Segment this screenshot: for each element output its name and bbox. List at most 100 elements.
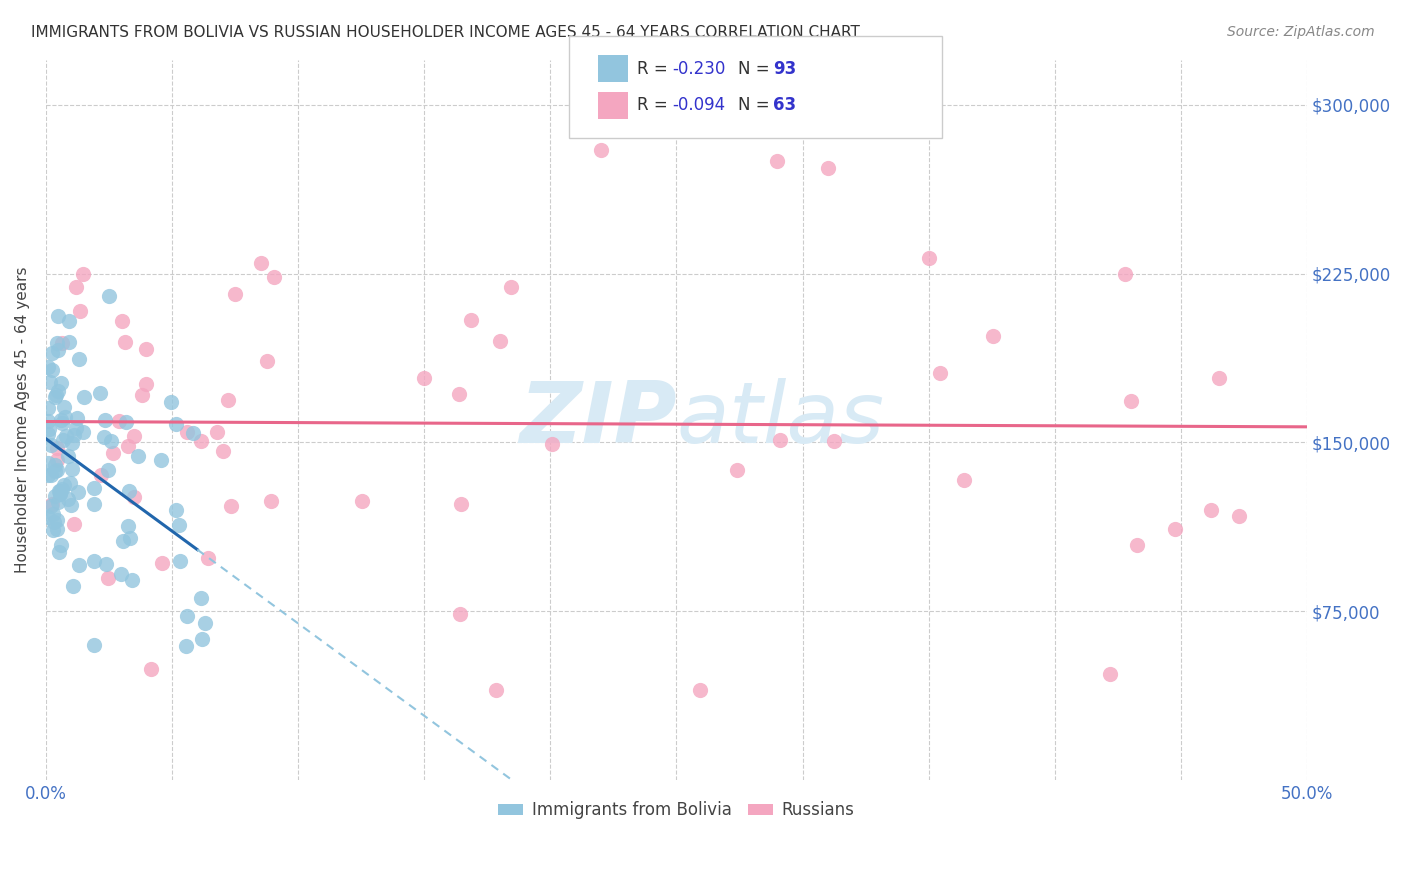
Point — [97, 463, 120, 477]
Point — [121, 574, 143, 588]
Point — [190, 434, 212, 448]
Point — [37, 468, 59, 483]
Point — [37, 510, 59, 524]
Point — [135, 342, 157, 356]
Point — [42, 524, 65, 538]
Text: R =: R = — [637, 60, 673, 78]
Point — [107, 414, 129, 428]
Point — [53, 400, 76, 414]
Point — [197, 551, 219, 566]
Text: R =: R = — [637, 96, 673, 114]
Point — [114, 334, 136, 349]
Point — [190, 632, 212, 647]
Point — [51, 482, 73, 496]
Point — [83, 497, 105, 511]
Point — [450, 497, 472, 511]
Point — [413, 371, 436, 385]
Point — [250, 256, 273, 270]
Point — [39, 499, 62, 513]
Legend: Immigrants from Bolivia, Russians: Immigrants from Bolivia, Russians — [492, 795, 860, 826]
Point — [118, 531, 141, 545]
Point — [111, 534, 134, 549]
Point — [449, 607, 471, 621]
Point — [101, 446, 124, 460]
Point — [37, 359, 59, 374]
Point — [72, 390, 94, 404]
Point — [37, 414, 59, 428]
Point — [917, 251, 939, 265]
Point — [39, 467, 62, 482]
Point — [149, 453, 172, 467]
Text: 63: 63 — [773, 96, 796, 114]
Point — [219, 499, 242, 513]
Point — [44, 458, 66, 472]
Point — [117, 439, 139, 453]
Point — [45, 388, 67, 402]
Point — [769, 433, 792, 447]
Point — [48, 484, 70, 499]
Point — [1099, 666, 1122, 681]
Point — [96, 558, 118, 572]
Point — [540, 437, 562, 451]
Point — [37, 426, 59, 441]
Point — [165, 502, 187, 516]
Point — [589, 143, 612, 157]
Point — [110, 567, 132, 582]
Point — [90, 468, 112, 483]
Point — [488, 334, 510, 348]
Point — [953, 473, 976, 487]
Point — [1114, 268, 1136, 282]
Point — [127, 449, 149, 463]
Point — [160, 395, 183, 409]
Point — [766, 153, 789, 168]
Point — [194, 615, 217, 630]
Point — [69, 304, 91, 318]
Point — [56, 492, 79, 507]
Point — [928, 367, 950, 381]
Point — [1199, 503, 1222, 517]
Point — [83, 639, 105, 653]
Point — [1163, 522, 1185, 536]
Point — [53, 410, 76, 425]
Point — [39, 376, 62, 390]
Point — [44, 489, 66, 503]
Point — [65, 420, 87, 434]
Point — [689, 683, 711, 698]
Point — [42, 515, 65, 529]
Point — [217, 392, 239, 407]
Point — [44, 464, 66, 478]
Text: -0.230: -0.230 — [672, 60, 725, 78]
Point — [39, 438, 62, 452]
Point — [60, 462, 83, 476]
Point — [37, 401, 59, 415]
Y-axis label: Householder Income Ages 45 - 64 years: Householder Income Ages 45 - 64 years — [15, 267, 30, 574]
Point — [38, 422, 60, 436]
Point — [46, 452, 69, 467]
Point — [58, 314, 80, 328]
Point — [93, 429, 115, 443]
Point — [350, 493, 373, 508]
Point — [49, 484, 72, 499]
Text: N =: N = — [738, 96, 775, 114]
Point — [53, 478, 76, 492]
Point — [46, 335, 69, 350]
Point — [52, 434, 75, 448]
Point — [224, 286, 246, 301]
Point — [60, 436, 83, 450]
Point — [49, 376, 72, 391]
Point — [256, 354, 278, 368]
Point — [111, 314, 134, 328]
Point — [115, 415, 138, 429]
Point — [1208, 371, 1230, 385]
Point — [51, 335, 73, 350]
Point — [65, 280, 87, 294]
Point — [63, 516, 86, 531]
Point — [499, 280, 522, 294]
Point — [1227, 508, 1250, 523]
Point — [117, 519, 139, 533]
Point — [51, 416, 73, 430]
Point — [981, 329, 1004, 343]
Point — [181, 425, 204, 440]
Point — [122, 428, 145, 442]
Point — [1119, 394, 1142, 409]
